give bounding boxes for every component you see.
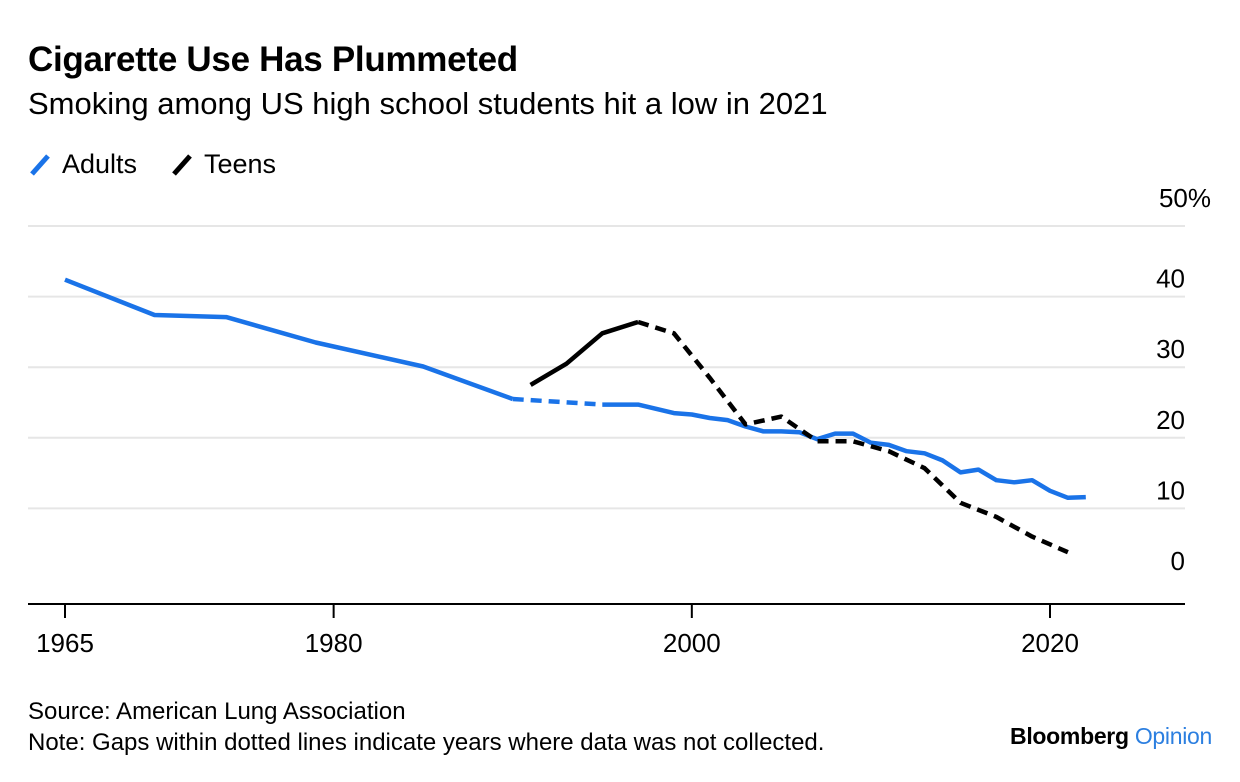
chart-title: Cigarette Use Has Plummeted bbox=[28, 40, 518, 79]
chart-subtitle: Smoking among US high school students hi… bbox=[28, 86, 828, 121]
bloomberg-opinion-logo: Bloomberg Opinion bbox=[1010, 723, 1212, 750]
legend-label-adults: Adults bbox=[62, 148, 138, 179]
legend-swatch-adults-line bbox=[30, 154, 50, 176]
footnote: Note: Gaps within dotted lines indicate … bbox=[28, 729, 825, 756]
series-line-adults-solid-0 bbox=[64, 277, 514, 402]
x-tick-label-2020: 2020 bbox=[1021, 628, 1079, 658]
x-axis bbox=[28, 603, 1185, 618]
grid-lines bbox=[28, 225, 1185, 510]
legend-label-teens: Teens bbox=[204, 148, 277, 179]
y-tick-label-20: 20 bbox=[1156, 405, 1185, 435]
series-line-teens-dotted-4 bbox=[637, 319, 1069, 555]
legend-swatch-adults bbox=[30, 154, 50, 176]
y-tick-label-10: 10 bbox=[1156, 475, 1185, 505]
brand-name: Bloomberg bbox=[1010, 723, 1129, 749]
x-tick-label-1980: 1980 bbox=[305, 628, 363, 658]
series-line-adults-solid-2 bbox=[602, 402, 1086, 501]
series-line-teens-solid-3 bbox=[529, 319, 639, 387]
x-tick-label-2000: 2000 bbox=[663, 628, 721, 658]
legend-swatch-teens bbox=[172, 154, 192, 176]
series-lines bbox=[64, 277, 1086, 555]
y-tick-label-30: 30 bbox=[1156, 334, 1185, 364]
y-tick-label-0: 0 bbox=[1171, 546, 1185, 576]
legend-swatch-teens-line bbox=[172, 154, 192, 176]
y-tick-label-40: 40 bbox=[1156, 264, 1185, 294]
brand-suffix: Opinion bbox=[1134, 723, 1212, 749]
tick-labels: 0 10 20 30 40 50% 1965 1980 2000 2020 bbox=[36, 183, 1211, 658]
series-line-adults-dotted-1 bbox=[512, 396, 603, 407]
y-tick-label-50: 50% bbox=[1159, 183, 1211, 213]
legend-item-adults: Adults bbox=[28, 146, 137, 182]
x-tick-label-1965: 1965 bbox=[36, 628, 94, 658]
source-note: Source: American Lung Association bbox=[28, 698, 406, 725]
legend-item-teens: Teens bbox=[170, 146, 276, 182]
